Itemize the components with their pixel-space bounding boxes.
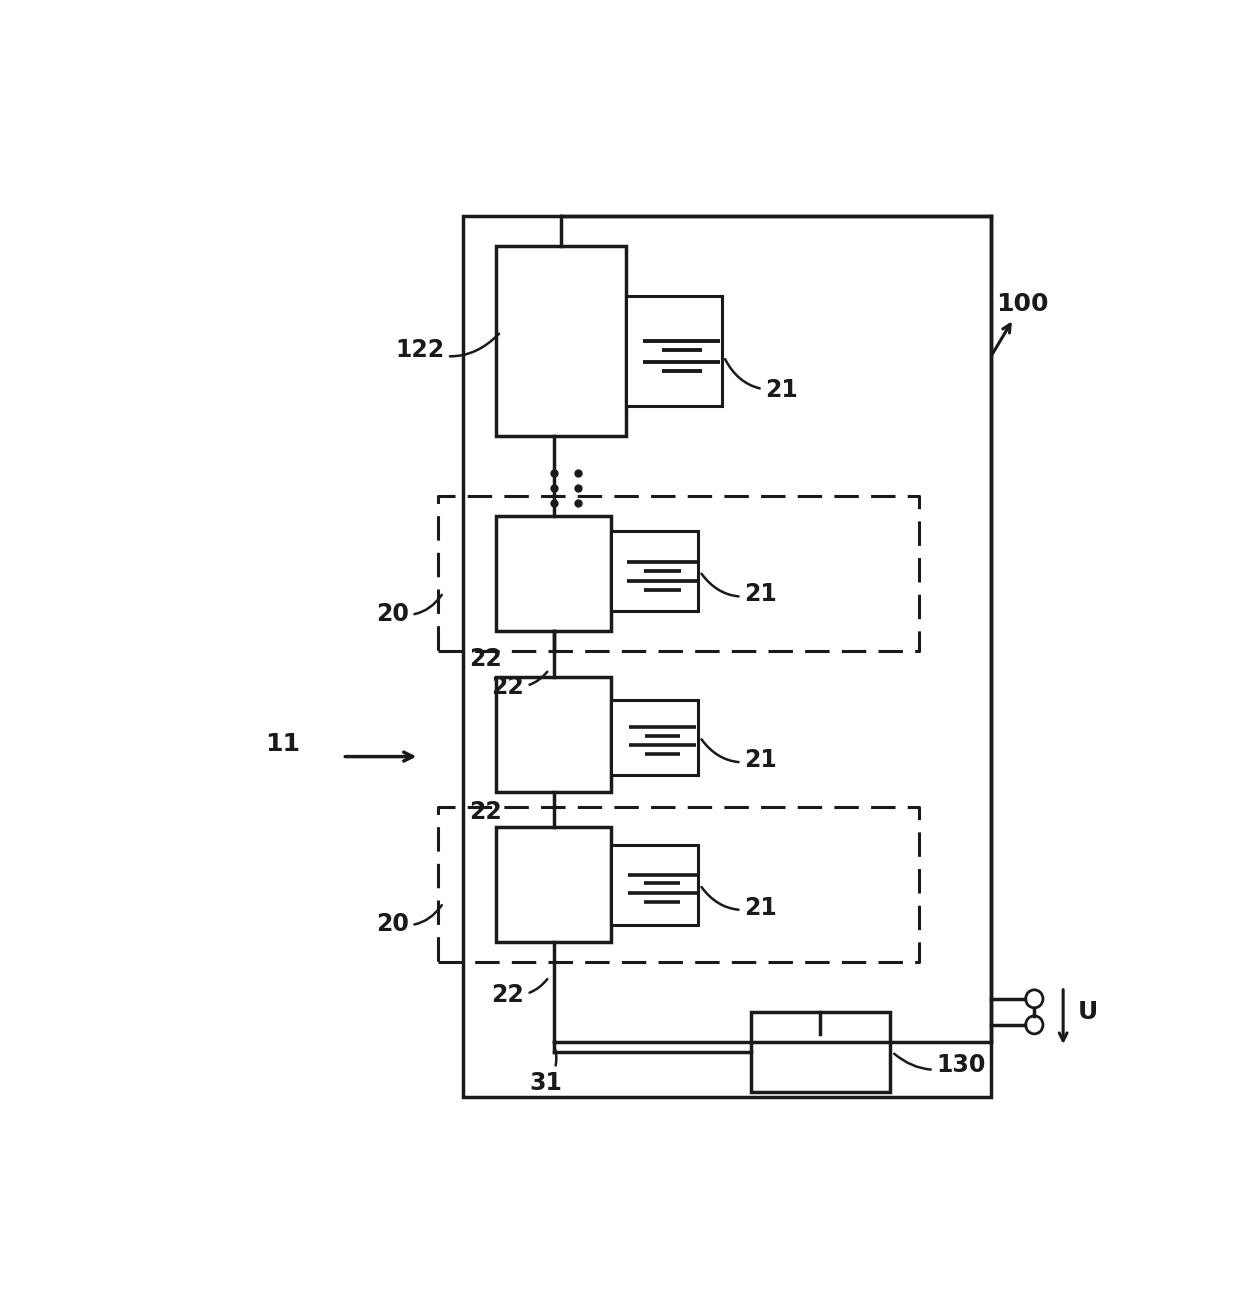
Text: 21: 21 bbox=[702, 887, 776, 920]
Text: U: U bbox=[1078, 1000, 1097, 1024]
Bar bbox=[611, 699, 698, 775]
Text: 20: 20 bbox=[376, 905, 441, 936]
Bar bbox=[496, 516, 611, 632]
Text: 22: 22 bbox=[469, 800, 502, 824]
Bar bbox=[611, 532, 698, 611]
Bar bbox=[496, 827, 611, 941]
Text: 11: 11 bbox=[265, 732, 300, 755]
Bar bbox=[626, 296, 722, 406]
Bar bbox=[463, 216, 991, 1097]
Text: 22: 22 bbox=[491, 672, 547, 698]
Text: 22: 22 bbox=[491, 979, 547, 1006]
Bar bbox=[751, 1011, 890, 1092]
Bar bbox=[496, 676, 611, 792]
Bar bbox=[611, 845, 698, 924]
Text: 100: 100 bbox=[992, 292, 1048, 354]
Text: 130: 130 bbox=[894, 1053, 986, 1076]
Text: 21: 21 bbox=[702, 740, 776, 772]
Text: 122: 122 bbox=[396, 334, 498, 361]
Text: 21: 21 bbox=[725, 359, 799, 402]
Text: 31: 31 bbox=[529, 1048, 563, 1095]
Text: 20: 20 bbox=[376, 595, 441, 625]
Text: 21: 21 bbox=[702, 573, 776, 606]
Text: 22: 22 bbox=[469, 646, 502, 671]
Bar bbox=[496, 246, 626, 437]
